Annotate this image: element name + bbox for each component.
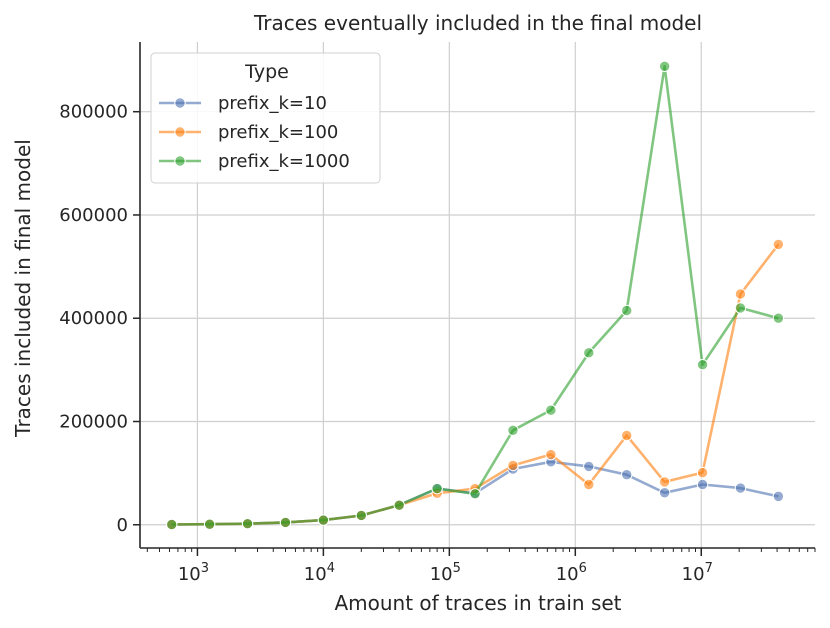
y-tick-label: 600000 bbox=[59, 205, 128, 226]
data-point bbox=[507, 424, 519, 436]
data-point bbox=[658, 476, 671, 488]
legend-label: prefix_k=100 bbox=[218, 122, 338, 143]
y-axis-title: Traces included in final model bbox=[11, 139, 35, 438]
legend-label: prefix_k=10 bbox=[218, 93, 327, 114]
data-point bbox=[166, 518, 178, 531]
data-point bbox=[621, 468, 633, 481]
data-point bbox=[583, 460, 595, 473]
data-point bbox=[241, 518, 254, 530]
data-point bbox=[355, 509, 367, 522]
data-point bbox=[203, 518, 216, 530]
data-point bbox=[507, 459, 519, 472]
y-tick-label: 400000 bbox=[59, 308, 128, 329]
y-tick-label: 200000 bbox=[59, 412, 128, 433]
legend: Type prefix_k=10 prefix_k=100 prefix_k=1000 bbox=[150, 52, 381, 184]
data-point bbox=[621, 304, 633, 317]
data-point bbox=[658, 487, 671, 499]
data-point bbox=[696, 478, 709, 491]
data-point bbox=[621, 429, 633, 442]
data-point bbox=[734, 482, 747, 494]
chart-title: Traces eventually included in the final … bbox=[253, 11, 702, 35]
data-point bbox=[317, 514, 330, 526]
series-layer bbox=[166, 60, 785, 531]
data-point bbox=[658, 60, 671, 72]
data-point bbox=[734, 288, 747, 300]
legend-title: Type bbox=[244, 61, 289, 83]
y-tick-label: 800000 bbox=[59, 102, 128, 123]
legend-swatch-marker bbox=[174, 126, 186, 138]
y-tick-label: 0 bbox=[117, 515, 128, 536]
data-point bbox=[696, 359, 709, 371]
ticks: 0 200000 400000 600000 800000 103 104 105 106 107 bbox=[59, 102, 816, 585]
legend-label: prefix_k=1000 bbox=[218, 151, 350, 172]
data-point bbox=[583, 478, 595, 491]
data-point bbox=[583, 347, 595, 359]
data-point bbox=[431, 482, 443, 495]
x-tick-label: 105 bbox=[430, 561, 461, 585]
legend-swatch-marker bbox=[174, 97, 186, 109]
data-point bbox=[696, 466, 709, 479]
x-tick-label: 106 bbox=[556, 561, 587, 585]
data-point bbox=[469, 488, 481, 500]
data-point bbox=[393, 499, 405, 511]
data-point bbox=[734, 302, 747, 314]
data-point bbox=[772, 238, 785, 251]
data-point bbox=[772, 312, 785, 324]
x-tick-label: 104 bbox=[304, 561, 335, 585]
legend-box bbox=[150, 52, 381, 184]
data-point bbox=[279, 516, 292, 529]
data-point bbox=[545, 404, 557, 416]
x-axis-title: Amount of traces in train set bbox=[334, 591, 621, 615]
x-tick-label: 103 bbox=[178, 561, 209, 585]
legend-swatch-marker bbox=[174, 155, 186, 167]
data-point bbox=[772, 490, 785, 503]
series-line-2 bbox=[171, 243, 780, 526]
axes bbox=[139, 42, 815, 549]
x-tick-label: 107 bbox=[682, 561, 713, 585]
data-point bbox=[545, 448, 557, 461]
